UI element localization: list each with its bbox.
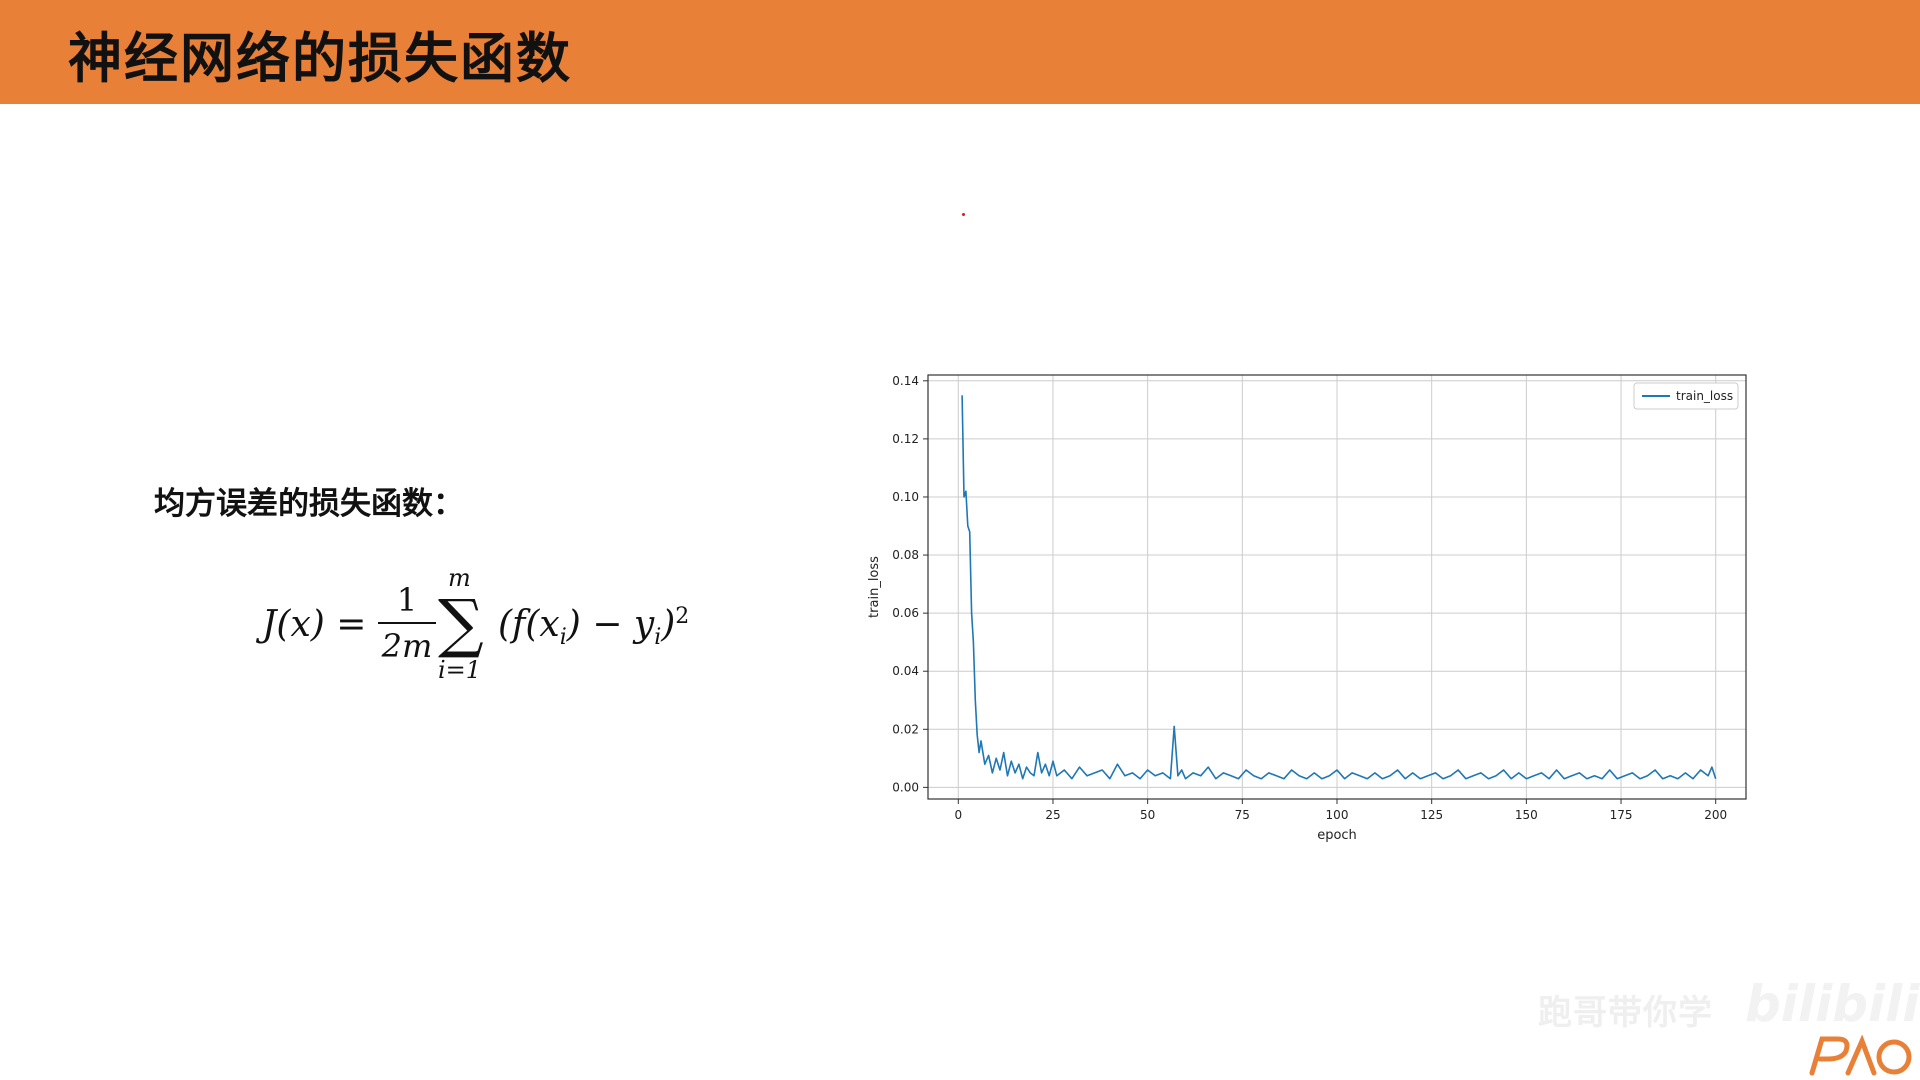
title-bar: 神经网络的损失函数 xyxy=(0,0,1920,104)
y-tick-label: 0.10 xyxy=(892,490,919,504)
y-tick-label: 0.12 xyxy=(892,432,919,446)
watermark-text: 跑哥带你学 xyxy=(1538,993,1713,1033)
rhs-exponent: 2 xyxy=(675,604,690,629)
formula-lhs: J(x) = xyxy=(262,604,367,645)
formula-caption: 均方误差的损失函数： xyxy=(154,486,464,522)
rhs-close: ) xyxy=(661,604,676,645)
x-tick-label: 175 xyxy=(1610,808,1633,822)
legend-box xyxy=(1633,382,1739,410)
formula-fraction: 1 2m xyxy=(378,580,436,666)
fraction-numerator: 1 xyxy=(396,581,418,619)
rhs-subscript-1: i xyxy=(559,625,567,651)
x-tick-label: 200 xyxy=(1704,808,1727,822)
slide-title: 神经网络的损失函数 xyxy=(68,27,572,90)
legend-entry: train_loss xyxy=(1676,389,1733,403)
fraction-denominator: 2m xyxy=(381,627,433,665)
x-tick-label: 75 xyxy=(1235,808,1250,822)
rhs-subscript-2: i xyxy=(654,625,662,651)
mse-formula: J(x) = 1 2m m ∑ i=1 (f(xi) − yi)2 xyxy=(262,564,722,692)
y-tick-label: 0.02 xyxy=(892,722,919,736)
series-line-train_loss xyxy=(961,395,1717,780)
y-axis-label: train_loss xyxy=(867,556,882,618)
bilibili-watermark-logo: bilibili xyxy=(1745,975,1920,1033)
y-tick-label: 0.04 xyxy=(892,664,919,678)
sum-upper-bound: m xyxy=(448,564,471,592)
x-tick-label: 125 xyxy=(1420,808,1443,822)
x-tick-label: 50 xyxy=(1140,808,1155,822)
sum-lower-bound: i=1 xyxy=(438,656,482,684)
x-tick-label: 0 xyxy=(954,808,962,822)
y-tick-label: 0.08 xyxy=(892,548,919,562)
train-loss-chart: 0 25 50 75 100 125 150 175 200 0.00 0.02 0.04 0.06 0.… xyxy=(867,374,1747,843)
y-tick-label: 0.14 xyxy=(892,374,919,388)
formula-rhs: (f(xi) − yi)2 xyxy=(498,604,689,650)
x-tick-label: 25 xyxy=(1045,808,1060,822)
y-tick-label: 0.00 xyxy=(892,780,919,794)
y-tick-label: 0.06 xyxy=(892,606,919,620)
pao-logo xyxy=(1809,1035,1912,1076)
x-tick-label: 150 xyxy=(1515,808,1538,822)
rhs-open: (f(x xyxy=(498,604,560,645)
rhs-middle: ) − y xyxy=(566,604,655,645)
red-dot-marker xyxy=(962,213,965,216)
summation-symbol: ∑ xyxy=(438,587,484,661)
x-tick-label: 100 xyxy=(1326,808,1349,822)
x-axis-label: epoch xyxy=(1317,828,1357,843)
fraction-bar xyxy=(378,622,436,624)
